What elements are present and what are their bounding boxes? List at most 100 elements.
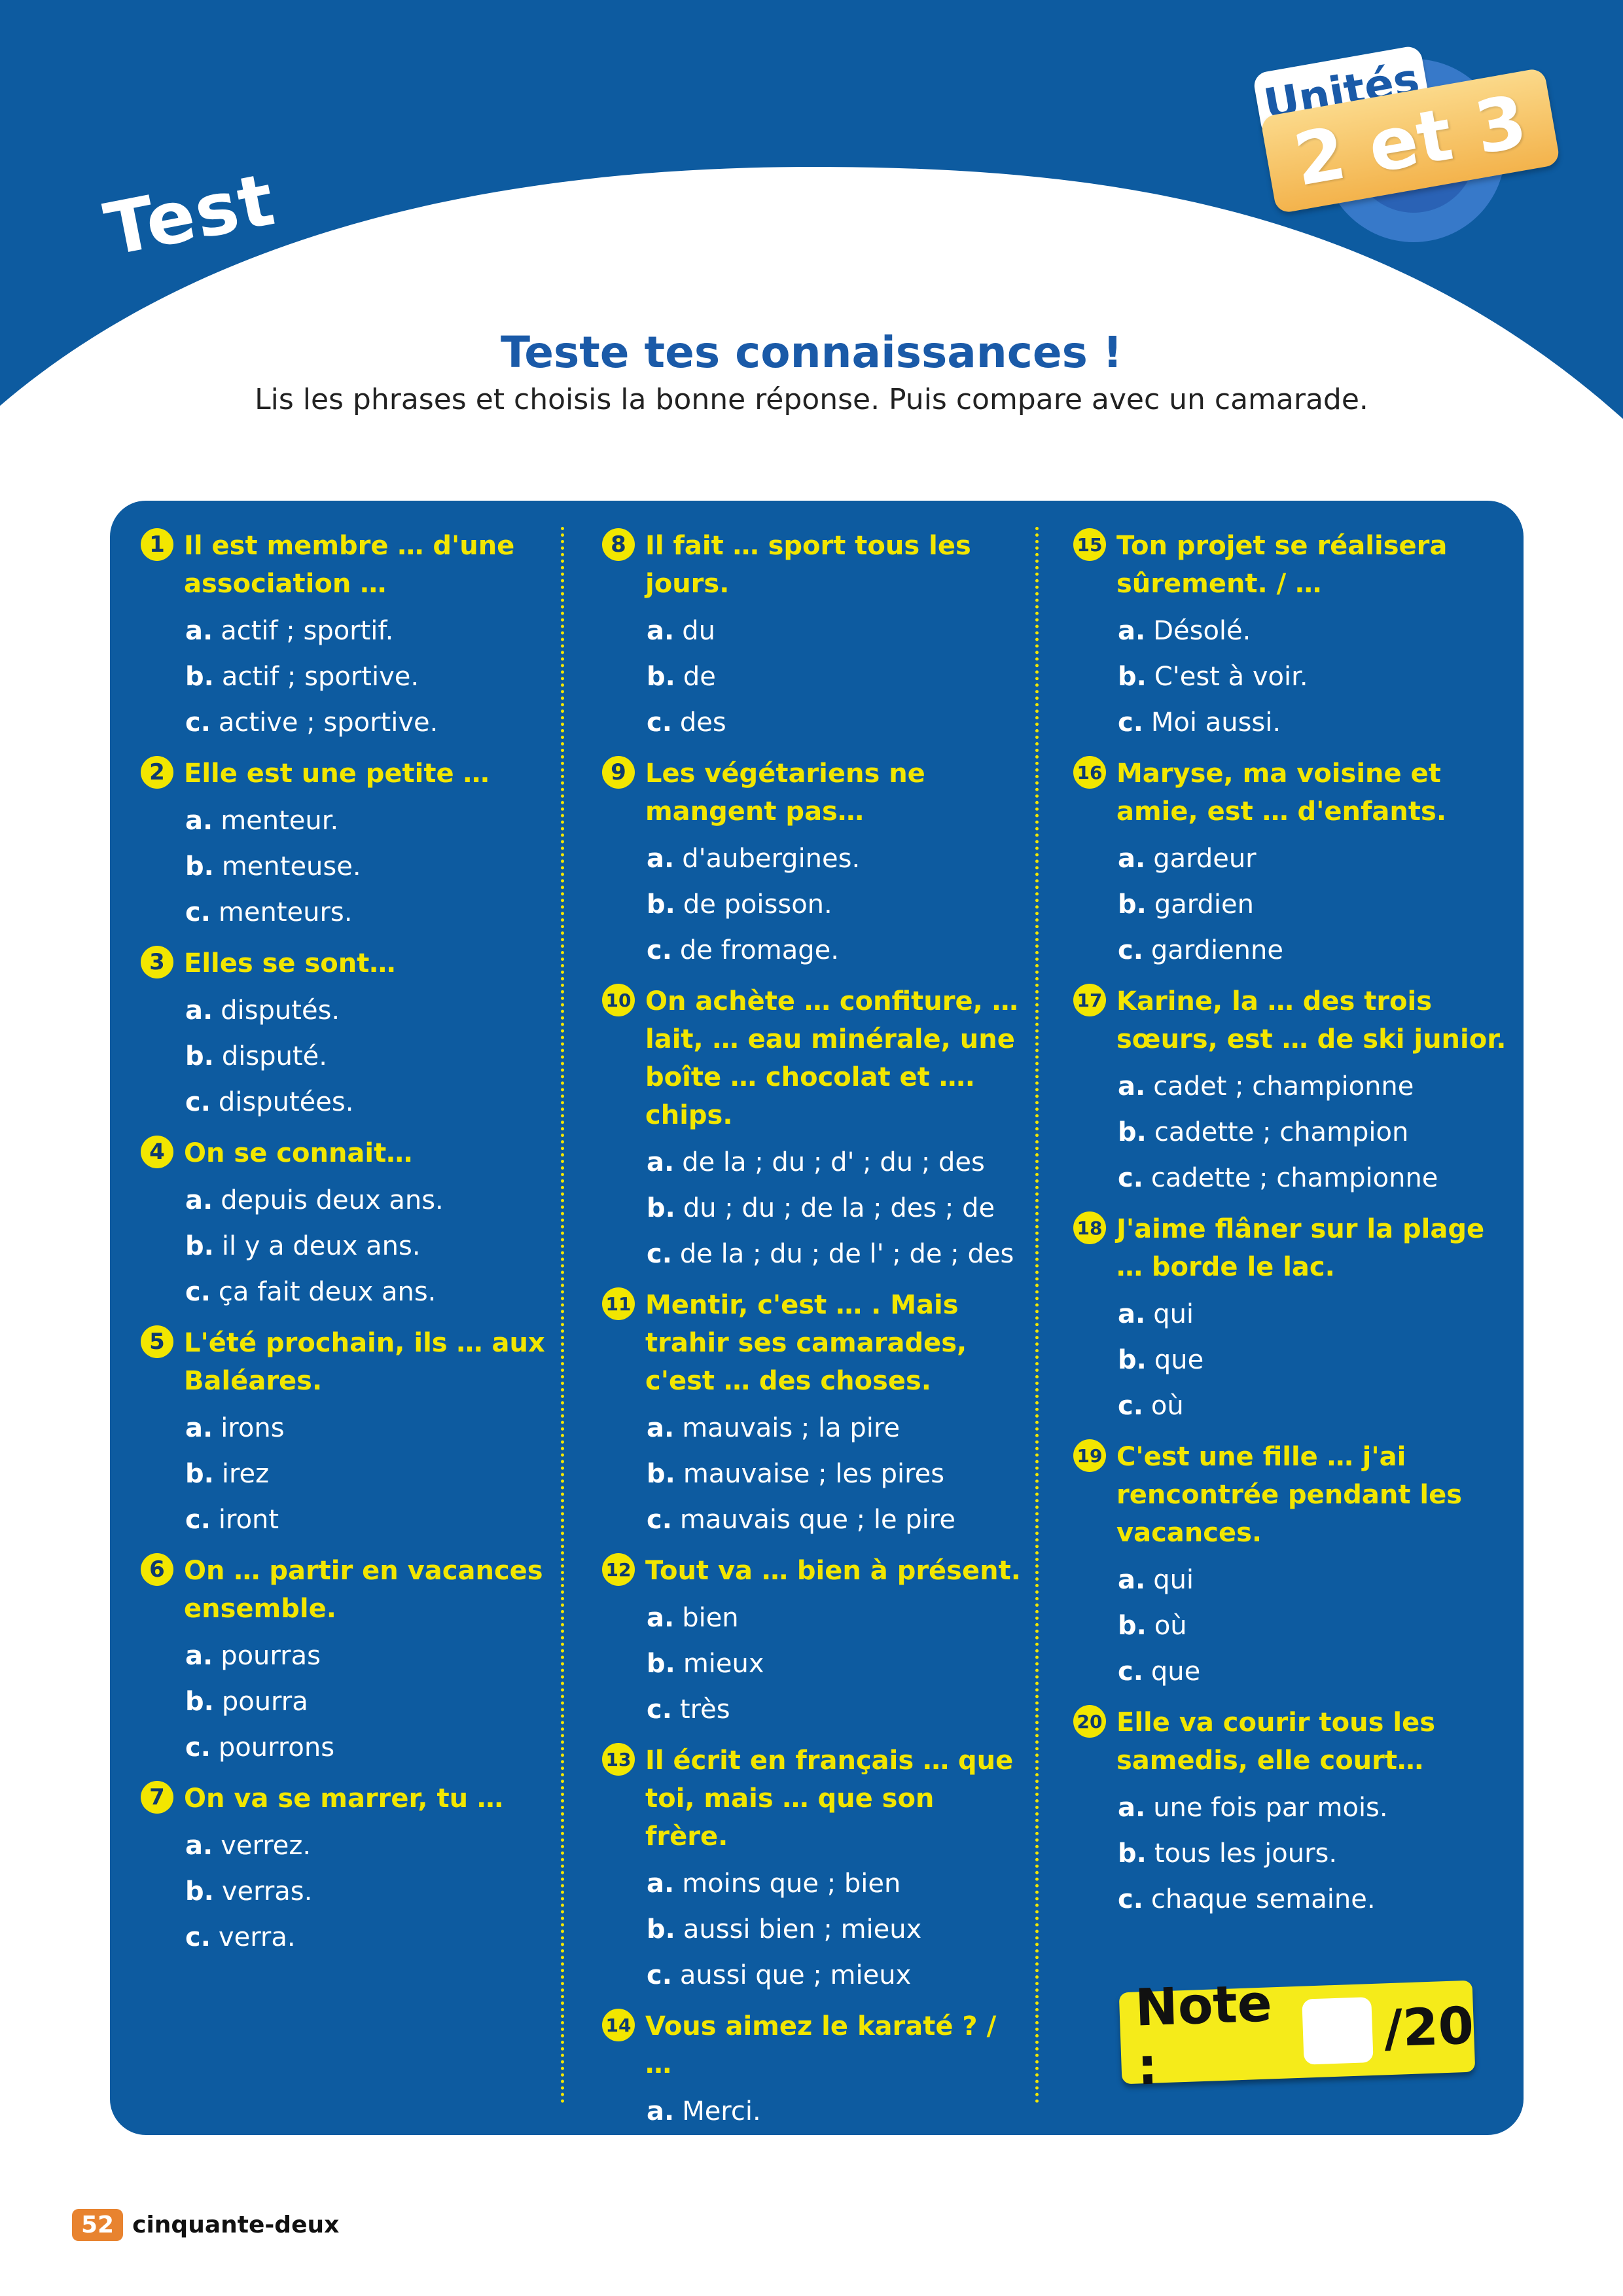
answer-option[interactable]: c. active ; sportive. — [185, 700, 546, 745]
answer-options: a. d'aubergines. b. de poisson. c. de fromage… — [602, 836, 1021, 973]
answer-option[interactable]: b. de — [647, 654, 1021, 700]
answer-option[interactable]: c. Moi aussi. — [1118, 700, 1512, 745]
answer-option[interactable]: c. cadette ; championne — [1118, 1155, 1512, 1201]
answer-option[interactable]: a. Merci. — [647, 2089, 1021, 2134]
answer-options: a. qui b. que c. où — [1073, 1291, 1512, 1429]
answer-option[interactable]: c. des — [647, 700, 1021, 745]
answer-option[interactable]: b. Avec plaisir. — [647, 2134, 1021, 2180]
answer-option[interactable]: c. disputées. — [185, 1079, 546, 1125]
answer-option[interactable]: a. Désolé. — [1118, 608, 1512, 654]
answer-option[interactable]: b. il y a deux ans. — [185, 1223, 546, 1269]
answer-option[interactable]: b. du ; du ; de la ; des ; de — [647, 1185, 1021, 1231]
option-letter: c. — [185, 1505, 211, 1535]
score-input[interactable] — [1301, 1997, 1374, 2065]
answer-option[interactable]: a. verrez. — [185, 1823, 546, 1869]
answer-option[interactable]: c. que — [1118, 1649, 1512, 1695]
answer-option[interactable]: a. une fois par mois. — [1118, 1785, 1512, 1831]
option-text: cadette ; champion — [1154, 1117, 1409, 1147]
answer-option[interactable]: c. de fromage. — [647, 927, 1021, 973]
question-item: 10 On achète … confiture, … lait, … eau m… — [602, 982, 1021, 1277]
question-number: 9 — [602, 756, 635, 789]
answer-option[interactable]: a. actif ; sportif. — [185, 608, 546, 654]
answer-option[interactable]: b. disputé. — [185, 1033, 546, 1079]
option-letter: b. — [185, 1876, 214, 1907]
answer-option[interactable]: a. pourras — [185, 1633, 546, 1679]
answer-option[interactable]: c. aussi que ; mieux — [647, 1952, 1021, 1998]
option-text: Merci. — [682, 2096, 761, 2126]
answer-option[interactable]: c. verra. — [185, 1914, 546, 1960]
answer-option[interactable]: a. moins que ; bien — [647, 1861, 1021, 1907]
answer-option[interactable]: a. mauvais ; la pire — [647, 1405, 1021, 1451]
question-number: 14 — [602, 2009, 635, 2041]
option-letter: a. — [647, 1869, 675, 1899]
answer-option[interactable]: a. menteur. — [185, 798, 546, 844]
answer-option[interactable]: c. où — [1118, 1383, 1512, 1429]
answer-option[interactable]: c. mauvais que ; le pire — [647, 1497, 1021, 1543]
option-letter: a. — [647, 616, 675, 646]
answer-option[interactable]: c. menteurs. — [185, 889, 546, 935]
answer-option[interactable]: a. d'aubergines. — [647, 836, 1021, 882]
answer-option[interactable]: a. bien — [647, 1595, 1021, 1641]
option-text: verra. — [218, 1922, 296, 1952]
answer-options: a. Merci. b. Avec plaisir. c. Non, pas vraime… — [602, 2089, 1021, 2226]
answer-option[interactable]: c. Non, pas vraiment. — [647, 2180, 1021, 2226]
answer-option[interactable]: a. de la ; du ; d' ; du ; des — [647, 1139, 1021, 1185]
answer-option[interactable]: b. menteuse. — [185, 844, 546, 889]
option-letter: a. — [185, 1413, 213, 1443]
option-letter: a. — [185, 1185, 213, 1215]
question-column-3: 15 Ton projet se réalisera sûrement. / … a… — [1073, 527, 1512, 1931]
question-column-2: 8 Il fait … sport tous les jours. a. du b. de… — [602, 527, 1021, 2235]
answer-option[interactable]: c. gardienne — [1118, 927, 1512, 973]
answer-option[interactable]: b. verras. — [185, 1869, 546, 1914]
answer-option[interactable]: a. cadet ; championne — [1118, 1064, 1512, 1109]
answer-option[interactable]: c. pourrons — [185, 1725, 546, 1770]
question-item: 4 On se connait… a. depuis deux ans. b. il y … — [141, 1134, 546, 1315]
option-text: qui — [1153, 1299, 1194, 1329]
answer-option[interactable]: b. actif ; sportive. — [185, 654, 546, 700]
question-text: Elle est une petite … — [184, 759, 490, 789]
question-text: Il est membre … d'une association … — [184, 531, 515, 599]
answer-option[interactable]: a. qui — [1118, 1557, 1512, 1603]
answer-option[interactable]: b. que — [1118, 1337, 1512, 1383]
answer-option[interactable]: b. tous les jours. — [1118, 1831, 1512, 1876]
answer-option[interactable]: b. mieux — [647, 1641, 1021, 1687]
question-number: 12 — [602, 1553, 635, 1586]
answer-option[interactable]: c. chaque semaine. — [1118, 1876, 1512, 1922]
answer-option[interactable]: a. depuis deux ans. — [185, 1177, 546, 1223]
option-text: Avec plaisir. — [683, 2142, 839, 2172]
answer-option[interactable]: c. de la ; du ; de l' ; de ; des — [647, 1231, 1021, 1277]
question-item: 9 Les végétariens ne mangent pas… a. d'aube… — [602, 755, 1021, 973]
question-text: Ton projet se réalisera sûrement. / … — [1116, 531, 1448, 599]
answer-option[interactable]: b. gardien — [1118, 882, 1512, 927]
answer-option[interactable]: c. iront — [185, 1497, 546, 1543]
answer-option[interactable]: a. disputés. — [185, 988, 546, 1033]
option-letter: b. — [647, 1649, 675, 1679]
answer-option[interactable]: b. pourra — [185, 1679, 546, 1725]
answer-options: a. actif ; sportif. b. actif ; sportive. c. a… — [141, 608, 546, 745]
answer-option[interactable]: c. ça fait deux ans. — [185, 1269, 546, 1315]
option-text: verras. — [221, 1876, 313, 1907]
answer-option[interactable]: b. aussi bien ; mieux — [647, 1907, 1021, 1952]
answer-option[interactable]: b. mauvaise ; les pires — [647, 1451, 1021, 1497]
answer-option[interactable]: b. cadette ; champion — [1118, 1109, 1512, 1155]
option-text: menteuse. — [221, 852, 361, 882]
option-text: où — [1154, 1611, 1187, 1641]
answer-option[interactable]: b. de poisson. — [647, 882, 1021, 927]
answer-option[interactable]: b. où — [1118, 1603, 1512, 1649]
answer-option[interactable]: b. irez — [185, 1451, 546, 1497]
question-header: 20 Elle va courir tous les samedis, elle … — [1073, 1704, 1512, 1780]
question-item: 12 Tout va … bien à présent. a. bien b. mieux… — [602, 1552, 1021, 1732]
option-text: de — [683, 662, 716, 692]
answer-option[interactable]: a. qui — [1118, 1291, 1512, 1337]
option-text: irez — [221, 1459, 270, 1489]
answer-option[interactable]: b. C'est à voir. — [1118, 654, 1512, 700]
answer-option[interactable]: a. gardeur — [1118, 836, 1512, 882]
answer-option[interactable]: c. très — [647, 1687, 1021, 1732]
answer-option[interactable]: a. irons — [185, 1405, 546, 1451]
question-text: On va se marrer, tu … — [184, 1784, 504, 1814]
question-item: 13 Il écrit en français … que toi, mais …… — [602, 1742, 1021, 1998]
option-letter: a. — [647, 1413, 675, 1443]
answer-option[interactable]: a. du — [647, 608, 1021, 654]
question-item: 17 Karine, la … des trois sœurs, est … de… — [1073, 982, 1512, 1201]
question-text: Karine, la … des trois sœurs, est … de s… — [1116, 986, 1507, 1054]
